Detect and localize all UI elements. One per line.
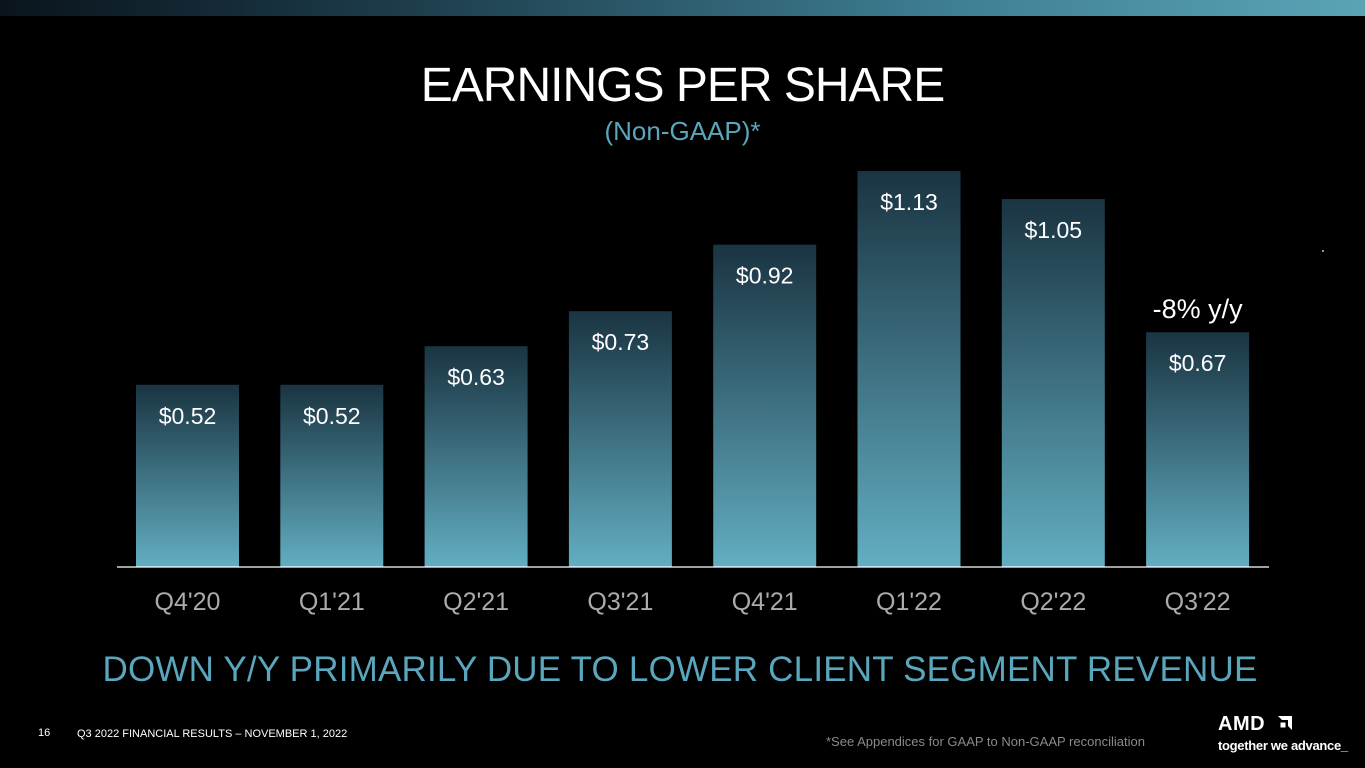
value-label-Q2'21: $0.63 bbox=[447, 364, 505, 390]
amd-logo: AMD together we advance_ bbox=[1218, 713, 1358, 758]
bar-Q1'22 bbox=[857, 171, 961, 567]
value-label-Q3'21: $0.73 bbox=[592, 329, 650, 355]
footnote: *See Appendices for GAAP to Non-GAAP rec… bbox=[826, 734, 1145, 749]
decorative-dot bbox=[1322, 250, 1324, 252]
bar-Q3'21 bbox=[568, 311, 672, 567]
value-label-Q4'20: $0.52 bbox=[159, 403, 217, 429]
value-label-Q4'21: $0.92 bbox=[736, 263, 794, 289]
footer-text: Q3 2022 FINANCIAL RESULTS – NOVEMBER 1, … bbox=[77, 728, 348, 740]
page-number: 16 bbox=[38, 727, 51, 739]
bar-Q4'21 bbox=[713, 244, 817, 567]
x-tick-label-Q2'22: Q2'22 bbox=[1020, 588, 1086, 616]
bar-Q4'20 bbox=[136, 384, 239, 567]
slide-subtitle: (Non-GAAP)* bbox=[604, 116, 761, 146]
bar-Q1'21 bbox=[280, 384, 384, 567]
amd-arrow-icon bbox=[1278, 716, 1292, 730]
top-accent-band bbox=[0, 0, 1365, 16]
x-tick-label-Q2'21: Q2'21 bbox=[443, 588, 509, 616]
eps-bar-chart: $0.52 Q4'20 $0.52 Q1'21 $0.63 Q2'21 $0.73 Q3'21… bbox=[117, 171, 1269, 616]
amd-wordmark: AMD bbox=[1218, 713, 1266, 735]
x-tick-label-Q3'21: Q3'21 bbox=[587, 588, 653, 616]
value-label-Q3'22: $0.67 bbox=[1169, 350, 1227, 376]
value-label-Q1'22: $1.13 bbox=[880, 189, 938, 215]
x-tick-label-Q4'20: Q4'20 bbox=[155, 588, 221, 616]
x-tick-label-Q1'22: Q1'22 bbox=[876, 588, 942, 616]
value-label-Q2'22: $1.05 bbox=[1025, 217, 1083, 243]
amd-tagline: together we advance_ bbox=[1218, 738, 1348, 753]
bar-Q2'22 bbox=[1001, 199, 1105, 567]
value-label-Q1'21: $0.52 bbox=[303, 403, 361, 429]
bar-Q3'22 bbox=[1146, 332, 1250, 567]
x-tick-label-Q4'21: Q4'21 bbox=[732, 588, 798, 616]
slide-title: EARNINGS PER SHARE bbox=[420, 59, 945, 112]
bar-Q2'21 bbox=[424, 346, 528, 567]
x-tick-label-Q3'22: Q3'22 bbox=[1165, 588, 1231, 616]
slide-headline: DOWN Y/Y PRIMARILY DUE TO LOWER CLIENT S… bbox=[102, 650, 1258, 689]
x-tick-label-Q1'21: Q1'21 bbox=[299, 588, 365, 616]
yoy-annotation: -8% y/y bbox=[1153, 294, 1244, 324]
